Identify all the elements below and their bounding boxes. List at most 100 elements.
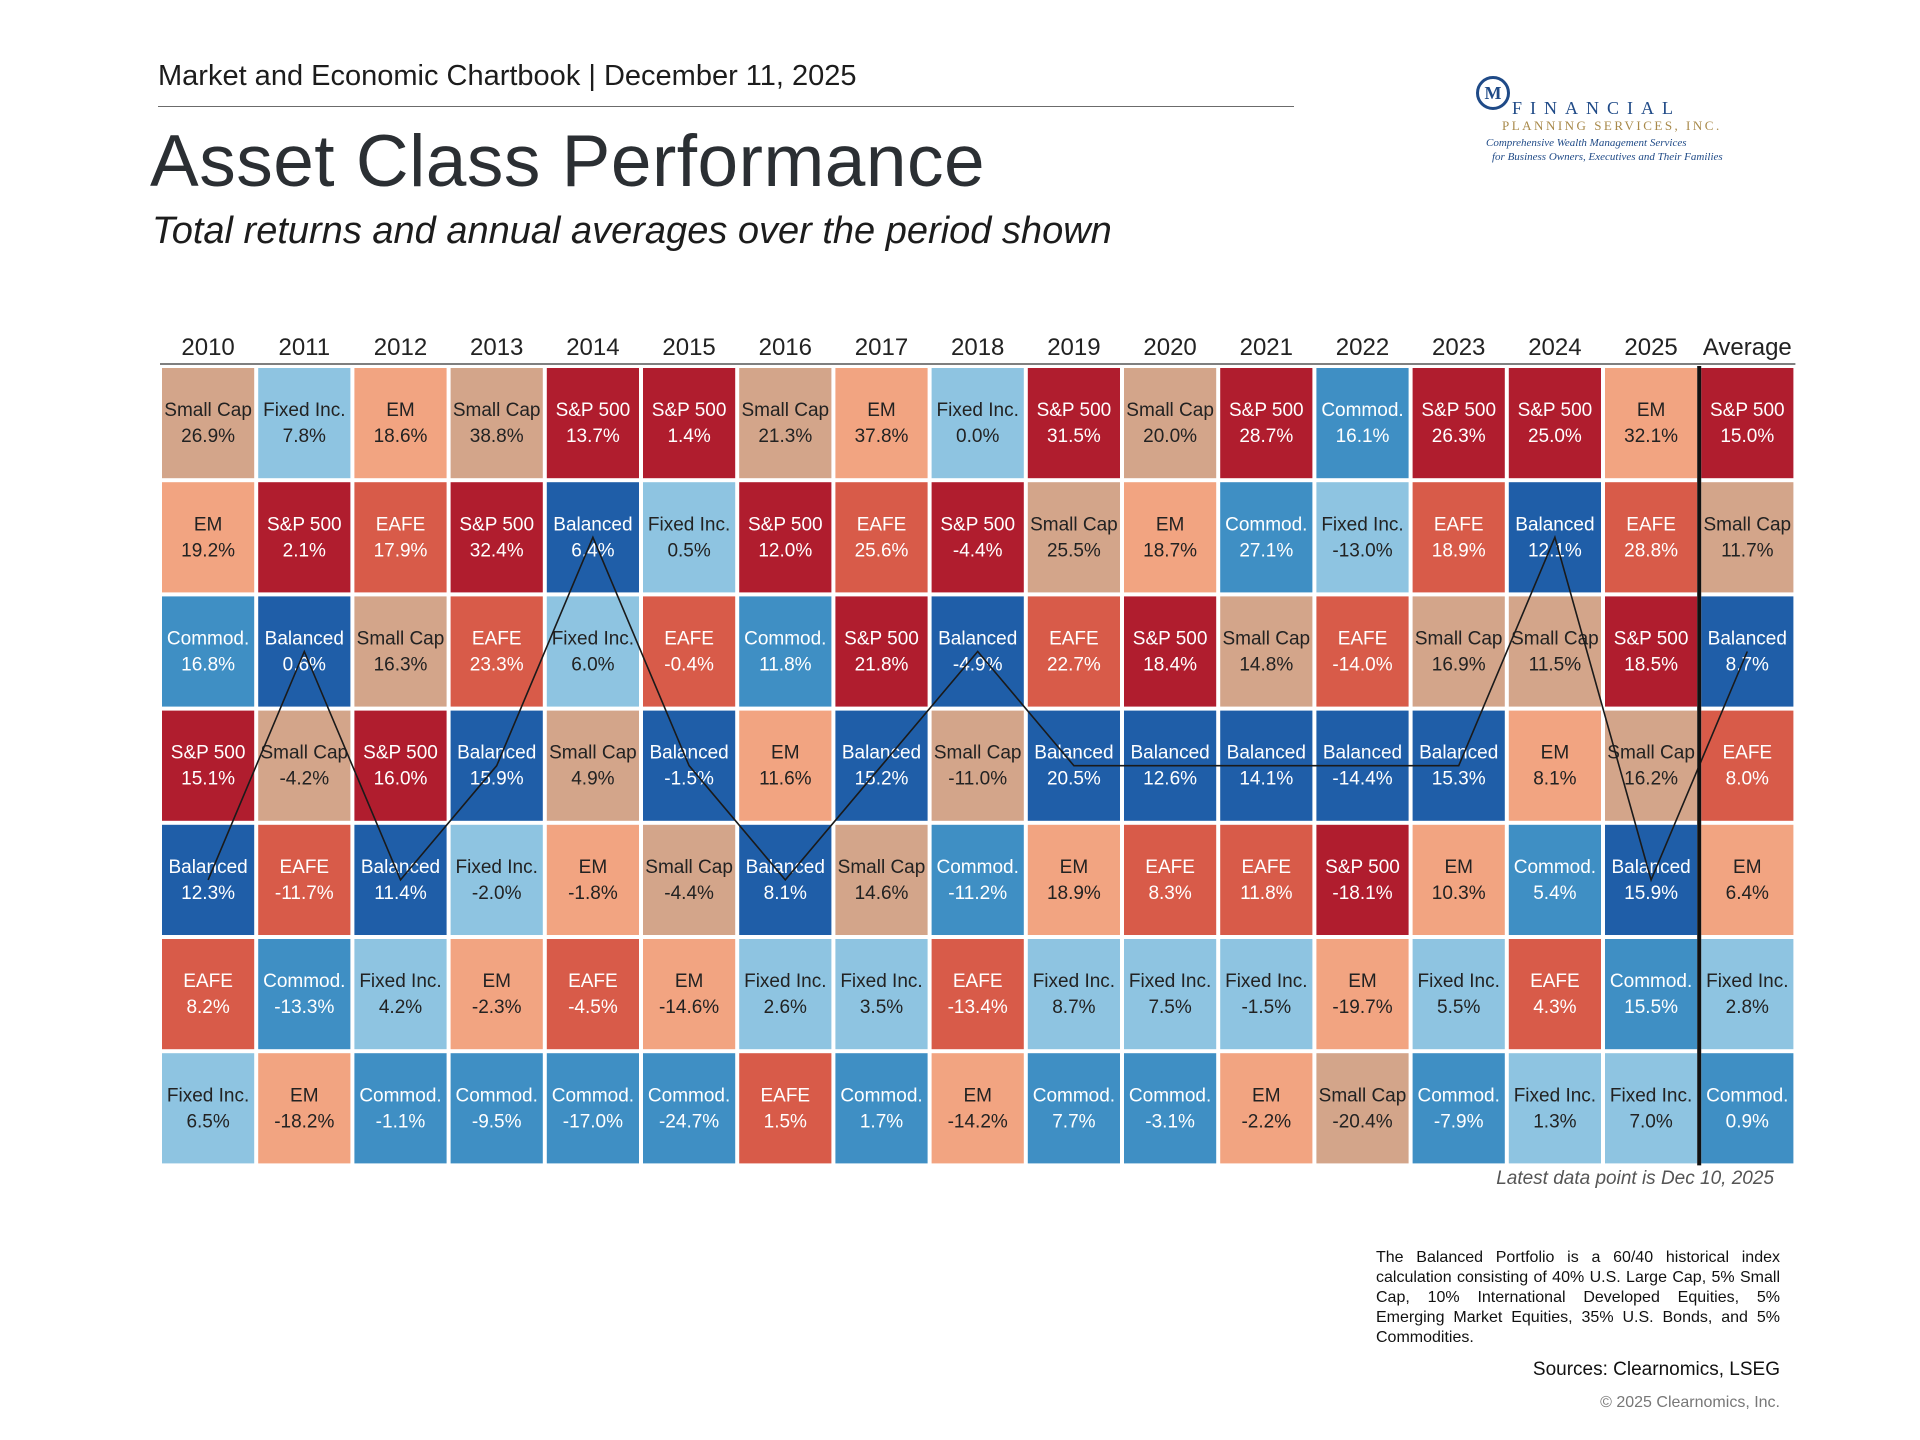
- cell-asset-label: Small Cap: [1703, 514, 1791, 535]
- cell-asset-label: Commod.: [1033, 1085, 1115, 1106]
- column-header: 2014: [566, 334, 619, 361]
- quilt-cell: Commod. 27.1%: [1220, 482, 1313, 593]
- cell-block: [258, 710, 351, 821]
- cell-asset-label: S&P 500: [1614, 629, 1689, 650]
- cell-asset-label: Commod.: [840, 1085, 922, 1106]
- quilt-cell: EAFE 8.2%: [162, 939, 255, 1050]
- quilt-cell: Small Cap 16.9%: [1412, 596, 1505, 707]
- cell-asset-label: S&P 500: [556, 400, 631, 421]
- quilt-cell: Commod. 15.5%: [1605, 939, 1698, 1050]
- cell-return-label: 15.3%: [1432, 769, 1486, 790]
- cell-asset-label: Balanced: [1708, 629, 1787, 650]
- quilt-cell: Small Cap 20.0%: [1124, 368, 1217, 479]
- cell-block: [1508, 824, 1601, 935]
- cell-return-label: 1.5%: [764, 1111, 807, 1132]
- cell-asset-label: EM: [963, 1085, 992, 1106]
- quilt-cell: Commod. 1.7%: [835, 1053, 928, 1164]
- cell-asset-label: Small Cap: [453, 400, 541, 421]
- cell-block: [162, 939, 255, 1050]
- chartbook-title: Market and Economic Chartbook | December…: [158, 60, 857, 92]
- quilt-cell: Commod. 5.4%: [1508, 824, 1601, 935]
- cell-block: [546, 824, 639, 935]
- cell-block: [1316, 482, 1409, 593]
- cell-return-label: 14.6%: [855, 883, 909, 904]
- cell-asset-label: Small Cap: [164, 400, 252, 421]
- quilt-cell: Commod. 0.9%: [1701, 1053, 1794, 1164]
- quilt-cell: Commod. -9.5%: [450, 1053, 543, 1164]
- quilt-cell: Fixed Inc. 6.5%: [162, 1053, 255, 1164]
- cell-block: [1508, 939, 1601, 1050]
- quilt-cell: Fixed Inc. 1.3%: [1508, 1053, 1601, 1164]
- cell-return-label: 8.1%: [1533, 769, 1576, 790]
- cell-block: [1508, 1053, 1601, 1164]
- cell-asset-label: Balanced: [1227, 743, 1306, 764]
- cell-asset-label: Small Cap: [1607, 743, 1695, 764]
- cell-asset-label: EM: [194, 514, 223, 535]
- cell-block: [1027, 368, 1120, 479]
- cell-block: [643, 824, 736, 935]
- quilt-cell: Small Cap 16.3%: [354, 596, 447, 707]
- cell-return-label: 25.6%: [855, 540, 909, 561]
- cell-asset-label: Balanced: [361, 857, 440, 878]
- cell-block: [1508, 368, 1601, 479]
- cell-asset-label: Balanced: [457, 743, 536, 764]
- cell-return-label: 18.7%: [1143, 540, 1197, 561]
- quilt-cell: S&P 500 -4.4%: [931, 482, 1024, 593]
- quilt-cell: Small Cap 14.6%: [835, 824, 928, 935]
- quilt-cell: EAFE 18.9%: [1412, 482, 1505, 593]
- cell-return-label: -4.4%: [953, 540, 1003, 561]
- cell-asset-label: S&P 500: [267, 514, 342, 535]
- cell-block: [450, 824, 543, 935]
- quilt-cell: EM -14.2%: [931, 1053, 1024, 1164]
- cell-block: [1316, 939, 1409, 1050]
- cell-block: [258, 482, 351, 593]
- cell-asset-label: EM: [1541, 743, 1570, 764]
- cell-asset-label: Balanced: [168, 857, 247, 878]
- cell-asset-label: Commod.: [359, 1085, 441, 1106]
- cell-block: [1508, 710, 1601, 821]
- cell-asset-label: S&P 500: [1710, 400, 1785, 421]
- quilt-cell: Commod. -11.2%: [931, 824, 1024, 935]
- cell-block: [1412, 939, 1505, 1050]
- column-header: 2021: [1240, 334, 1293, 361]
- cell-return-label: 37.8%: [855, 426, 909, 447]
- column-header: 2016: [759, 334, 812, 361]
- cell-asset-label: Small Cap: [260, 743, 348, 764]
- quilt-cell: Commod. 7.7%: [1027, 1053, 1120, 1164]
- cell-block: [931, 482, 1024, 593]
- quilt-cell: EM 32.1%: [1605, 368, 1698, 479]
- quilt-cell: S&P 500 15.1%: [162, 710, 255, 821]
- quilt-cell: Small Cap 11.5%: [1508, 596, 1601, 707]
- cell-block: [739, 1053, 832, 1164]
- quilt-cell: Fixed Inc. 3.5%: [835, 939, 928, 1050]
- quilt-cell: EAFE 28.8%: [1605, 482, 1698, 593]
- cell-block: [1412, 482, 1505, 593]
- cell-return-label: 14.1%: [1239, 769, 1293, 790]
- cell-asset-label: Balanced: [649, 743, 728, 764]
- logo-line-2: PLANNING SERVICES, INC.: [1502, 118, 1722, 133]
- cell-return-label: 15.9%: [1624, 883, 1678, 904]
- cell-return-label: -1.5%: [1241, 997, 1291, 1018]
- cell-block: [835, 596, 928, 707]
- cell-asset-label: EM: [579, 857, 608, 878]
- cell-asset-label: Commod.: [167, 629, 249, 650]
- quilt-cell: Small Cap 14.8%: [1220, 596, 1313, 707]
- cell-asset-label: Small Cap: [1415, 629, 1503, 650]
- cell-return-label: 11.8%: [759, 655, 812, 676]
- logo-line-3: Comprehensive Wealth Management Services: [1486, 137, 1687, 149]
- quilt-cell: EAFE 4.3%: [1508, 939, 1601, 1050]
- quilt-cell: EM -2.3%: [450, 939, 543, 1050]
- cell-asset-label: EM: [1060, 857, 1089, 878]
- quilt-cell: Small Cap 38.8%: [450, 368, 543, 479]
- cell-return-label: -14.6%: [659, 997, 719, 1018]
- cell-asset-label: Small Cap: [549, 743, 637, 764]
- cell-asset-label: EM: [1733, 857, 1762, 878]
- cell-block: [1124, 1053, 1217, 1164]
- cell-asset-label: EAFE: [279, 857, 329, 878]
- cell-return-label: 25.5%: [1047, 540, 1101, 561]
- cell-return-label: 11.5%: [1529, 655, 1582, 676]
- cell-asset-label: Fixed Inc.: [1418, 971, 1500, 992]
- quilt-cell: Fixed Inc. 0.5%: [643, 482, 736, 593]
- quilt-cell: Commod. -17.0%: [546, 1053, 639, 1164]
- cell-asset-label: EM: [290, 1085, 319, 1106]
